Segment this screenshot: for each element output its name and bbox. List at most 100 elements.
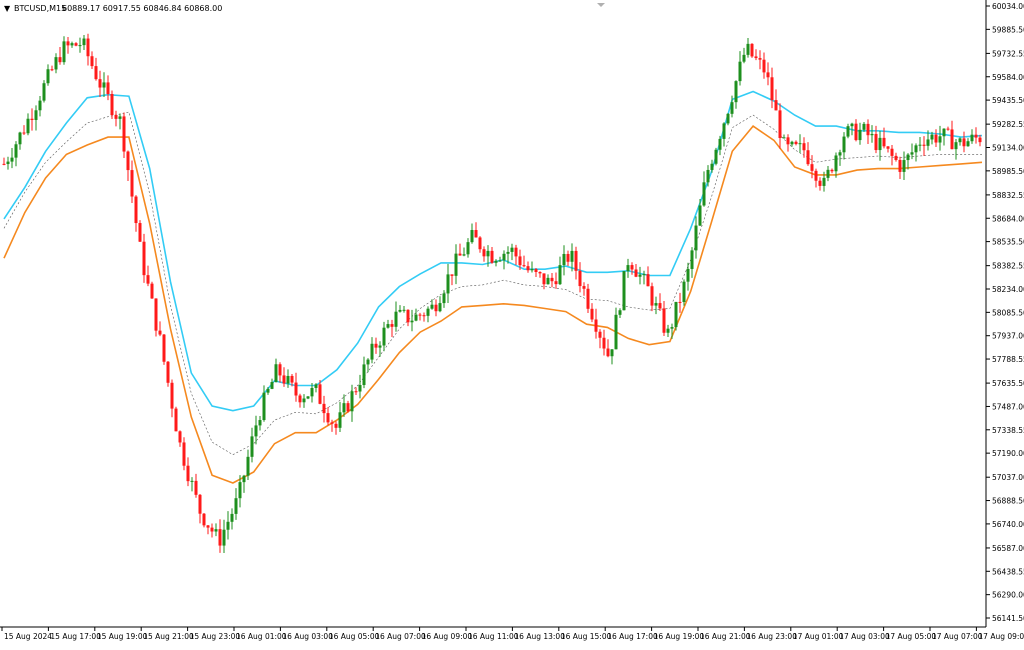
price-tick-label: 57338.55 — [992, 426, 1024, 435]
candle — [394, 301, 398, 332]
candle — [642, 270, 646, 285]
candle — [430, 299, 434, 310]
candle — [98, 70, 102, 97]
candle — [166, 361, 170, 387]
candle — [686, 262, 690, 291]
candle — [938, 125, 942, 151]
candle — [410, 309, 414, 332]
candle — [14, 141, 18, 167]
candle — [370, 337, 374, 364]
candle — [162, 333, 166, 365]
candle — [198, 493, 202, 524]
header-collapse-icon[interactable]: ▼ — [4, 4, 11, 13]
time-tick-label: 15 Aug 23:00 — [190, 632, 241, 641]
candle — [850, 122, 854, 136]
price-tick-label: 57937.00 — [992, 332, 1024, 341]
candle — [250, 427, 254, 463]
symbol-timeframe-label: BTCUSD,M15 — [14, 4, 66, 13]
candle — [346, 400, 350, 413]
candle — [738, 51, 742, 86]
candle — [586, 283, 590, 313]
candle — [546, 274, 550, 285]
candle — [542, 273, 546, 290]
candle — [490, 247, 494, 264]
candle — [682, 279, 686, 306]
candle — [62, 36, 66, 65]
candle — [514, 244, 518, 266]
candle — [114, 110, 118, 127]
candle — [710, 159, 714, 173]
time-tick-label: 17 Aug 07:00 — [932, 632, 983, 641]
candle — [226, 511, 230, 540]
candle — [70, 41, 74, 48]
candle — [474, 222, 478, 238]
candle — [450, 274, 454, 286]
candle — [822, 171, 826, 192]
candle — [390, 319, 394, 337]
candle — [978, 134, 982, 147]
lower-band-line — [3, 125, 983, 484]
candle — [918, 136, 922, 152]
candle — [910, 143, 914, 160]
candle — [338, 401, 342, 433]
time-tick-label: 16 Aug 17:00 — [607, 632, 658, 641]
candle — [494, 259, 498, 267]
candle — [258, 415, 262, 431]
candle — [246, 449, 250, 481]
candle — [234, 488, 238, 520]
candle — [970, 129, 974, 144]
candle — [522, 255, 526, 268]
candle — [954, 138, 958, 160]
time-tick-label: 16 Aug 21:00 — [700, 632, 751, 641]
candle — [742, 47, 746, 64]
candle — [498, 256, 502, 262]
price-tick-label: 56438.55 — [992, 567, 1024, 576]
price-tick-label: 58832.55 — [992, 191, 1024, 200]
price-tick-label: 57487.00 — [992, 402, 1024, 411]
candle — [142, 233, 146, 283]
candle — [866, 119, 870, 145]
plot-area[interactable] — [0, 0, 986, 627]
candle — [794, 140, 798, 146]
candle — [638, 266, 642, 285]
candle — [874, 125, 878, 154]
candle — [458, 243, 462, 256]
candle — [46, 64, 50, 86]
candle — [782, 134, 786, 139]
candle — [146, 265, 150, 287]
candle — [698, 198, 702, 227]
candle — [478, 236, 482, 253]
candle — [606, 339, 610, 358]
candle — [626, 258, 630, 278]
candle — [298, 393, 302, 408]
candle — [290, 373, 294, 387]
candle — [82, 34, 86, 50]
candle — [254, 415, 258, 445]
candle — [322, 395, 326, 423]
time-tick-label: 16 Aug 07:00 — [375, 632, 426, 641]
candle — [266, 387, 270, 395]
candle — [54, 53, 58, 74]
candle — [378, 341, 382, 357]
price-axis[interactable]: 60034.00 59885.50 59732.55 59584.00 59435.50… — [986, 2, 1024, 623]
price-tick-label: 56740.00 — [992, 520, 1024, 529]
candle — [94, 57, 98, 81]
candle — [34, 105, 38, 131]
candle — [78, 37, 82, 53]
candle — [22, 125, 26, 135]
candle — [754, 49, 758, 61]
candle — [138, 220, 142, 242]
candle — [562, 245, 566, 276]
candle — [486, 245, 490, 267]
time-tick-label: 15 Aug 17:00 — [50, 632, 101, 641]
price-tick-label: 58985.50 — [992, 167, 1024, 176]
candle — [150, 281, 154, 299]
middle-line — [3, 111, 982, 456]
chevron-down-icon[interactable] — [597, 3, 605, 7]
candle — [106, 75, 110, 101]
candle — [958, 137, 962, 146]
candle — [566, 250, 570, 267]
